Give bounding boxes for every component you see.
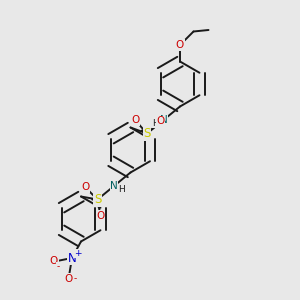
Text: -: -: [57, 262, 60, 272]
Text: S: S: [94, 193, 101, 206]
Text: O: O: [65, 274, 73, 284]
Text: +: +: [74, 249, 82, 258]
Text: O: O: [50, 256, 58, 266]
Text: N: N: [68, 251, 76, 265]
Text: N: N: [160, 115, 167, 125]
Text: N: N: [110, 181, 118, 191]
Text: O: O: [176, 40, 184, 50]
Text: -: -: [74, 274, 76, 284]
Text: H: H: [153, 118, 159, 127]
Text: O: O: [156, 116, 165, 127]
Text: S: S: [143, 127, 151, 140]
Text: O: O: [131, 115, 139, 125]
Text: H: H: [118, 184, 125, 194]
Text: O: O: [96, 211, 105, 221]
Text: O: O: [81, 182, 90, 193]
